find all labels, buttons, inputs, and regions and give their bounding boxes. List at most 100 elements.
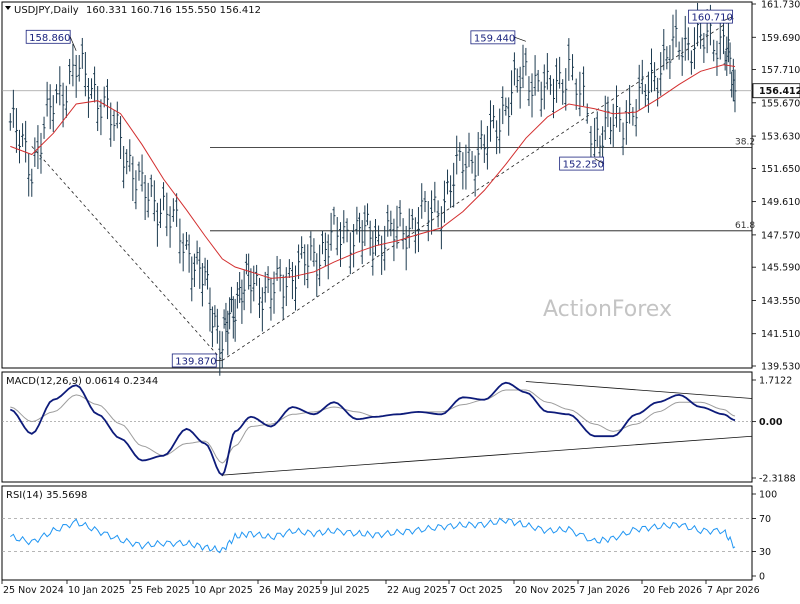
price-bar [11,89,15,128]
x-tick-label: 9 Jul 2025 [322,585,370,596]
price-bar [260,287,264,332]
price-y-tick-label: 139.530 [761,362,800,373]
price-bar [530,73,534,118]
rsi-y-tick-label: 30 [759,547,771,558]
chart-ohlc: 160.331 160.716 155.550 156.412 [86,5,261,16]
price-bar [470,150,474,174]
price-bar [61,82,65,128]
price-bar [680,37,684,76]
macd-signal-line [10,389,736,464]
price-bar [383,225,387,271]
price-annotation: 152.250 [559,156,605,171]
price-bar [609,117,613,145]
price-bar [55,84,59,104]
price-bar [290,261,294,300]
price-panel-frame [1,1,753,369]
price-bar [146,182,150,218]
price-bar [287,259,291,279]
price-y-tick-label: 155.670 [761,98,800,109]
x-tick-label: 22 Aug 2025 [387,585,448,596]
price-bar [192,253,196,287]
price-bar [467,132,471,168]
price-bar [542,64,546,110]
price-bar [426,201,430,242]
price-bar [498,108,502,154]
price-bar [407,208,411,249]
price-bar [77,54,81,82]
price-bar [86,77,90,118]
price-bar [501,86,505,125]
fib-label-38.2: 38.2 [735,137,755,147]
price-bar [410,208,414,230]
rsi-panel-frame [1,485,753,581]
rsi-y-tick-label: 100 [759,490,777,501]
price-bar [366,203,370,226]
rsi-y-tick-label: 0 [759,572,765,583]
price-bar [548,75,552,95]
price-bar [266,266,270,294]
price-annotation-leader [514,37,526,42]
price-bar [229,286,233,313]
macd-layer [2,381,753,477]
price-bar [492,105,496,129]
price-bar [200,263,204,307]
price-bar [195,240,199,265]
price-bar [442,180,446,223]
price-y-tick-label: 147.570 [761,230,800,241]
price-annotation-leader [69,36,77,51]
price-bar [181,233,185,272]
price-bar [119,116,123,160]
price-bar [39,132,43,174]
price-bar [518,66,522,109]
price-bar [326,234,330,280]
price-bar [722,17,726,55]
price-bar [621,122,625,156]
macd-y-tick-label: -2.3188 [759,474,796,485]
price-y-tick-label: 149.610 [761,197,800,208]
price-bar [220,331,224,369]
price-bar [416,207,420,253]
price-bar [398,200,402,227]
price-bar [668,45,672,80]
price-bar [527,76,531,107]
price-bar [578,71,582,117]
price-layer: 38.2 61.8 158.860 139.870 159.440 152.250 160.… [2,2,755,376]
price-bar [558,56,562,89]
price-bar [653,62,657,92]
price-bar [122,145,126,189]
price-bar [482,134,486,163]
price-bar [640,59,644,95]
price-y-tick-label: 151.650 [761,164,800,175]
price-bar [303,244,307,286]
price-bar [352,224,356,268]
price-bar [728,42,732,75]
price-bar [420,183,424,219]
price-bar [74,54,78,98]
price-bar [582,66,586,107]
price-bar [649,48,653,93]
price-bar [257,277,261,318]
x-tick-label: 20 Feb 2026 [643,585,702,596]
price-annotation: 158.860 [25,29,77,51]
price-bar [446,169,450,195]
price-bar [555,58,559,103]
fib-label-61.8: 61.8 [735,221,755,231]
price-bar [42,116,46,139]
dashed-trendline-up [222,17,736,361]
price-bar [112,110,116,141]
price-bar [215,308,219,344]
macd-title: MACD(12,26,9) 0.0614 0.2344 [6,376,158,387]
price-bar [168,206,172,248]
price-y-tick-label: 153.630 [761,132,800,143]
price-bar [187,234,191,273]
price-bar [521,44,525,89]
price-bar [90,78,94,99]
price-bar [27,153,31,197]
price-bar [321,230,325,255]
price-bar [323,232,327,267]
price-bar [404,225,408,271]
